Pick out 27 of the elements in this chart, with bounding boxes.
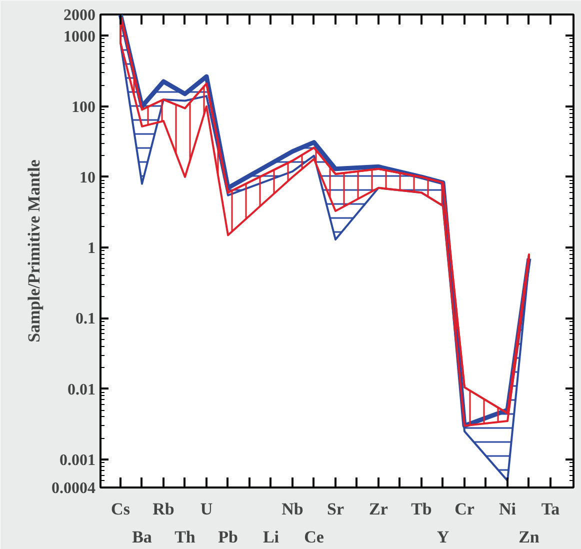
x-tick-label: Ta bbox=[541, 500, 560, 518]
x-tick-label: Y bbox=[436, 528, 450, 546]
x-tick-label: Sr bbox=[326, 500, 344, 518]
x-tick-label: Li bbox=[262, 528, 280, 546]
x-tick-label: Ba bbox=[132, 528, 152, 546]
x-tick-label: Cs bbox=[111, 500, 130, 518]
x-tick-label: Rb bbox=[152, 500, 174, 518]
x-tick-label: Cr bbox=[454, 500, 475, 518]
y-tick-label: 0.0004 bbox=[52, 480, 96, 497]
x-tick-label: Tb bbox=[411, 500, 432, 518]
y-tick-label: 100 bbox=[72, 98, 96, 116]
y-tick-label: 1000 bbox=[64, 28, 96, 46]
y-tick-label: 0.001 bbox=[60, 452, 96, 469]
x-tick-label: Pb bbox=[218, 528, 238, 546]
y-tick-label: 1 bbox=[88, 240, 96, 258]
x-tick-label: Ni bbox=[498, 500, 516, 518]
x-tick-label: Nb bbox=[282, 500, 304, 518]
x-tick-label: Th bbox=[174, 528, 196, 546]
x-tick-label: U bbox=[200, 500, 213, 518]
x-tick-label: Ce bbox=[304, 528, 324, 546]
y-tick-label: 2000 bbox=[64, 7, 96, 24]
y-tick-label: 0.01 bbox=[68, 381, 96, 398]
x-tick-label: Zr bbox=[369, 500, 388, 518]
x-tick-label: Zn bbox=[518, 528, 540, 546]
y-tick-label: 10 bbox=[80, 169, 96, 186]
y-tick-label: 0.1 bbox=[76, 310, 96, 328]
y-axis-title: Sample/Primitive Mantle bbox=[24, 159, 44, 342]
